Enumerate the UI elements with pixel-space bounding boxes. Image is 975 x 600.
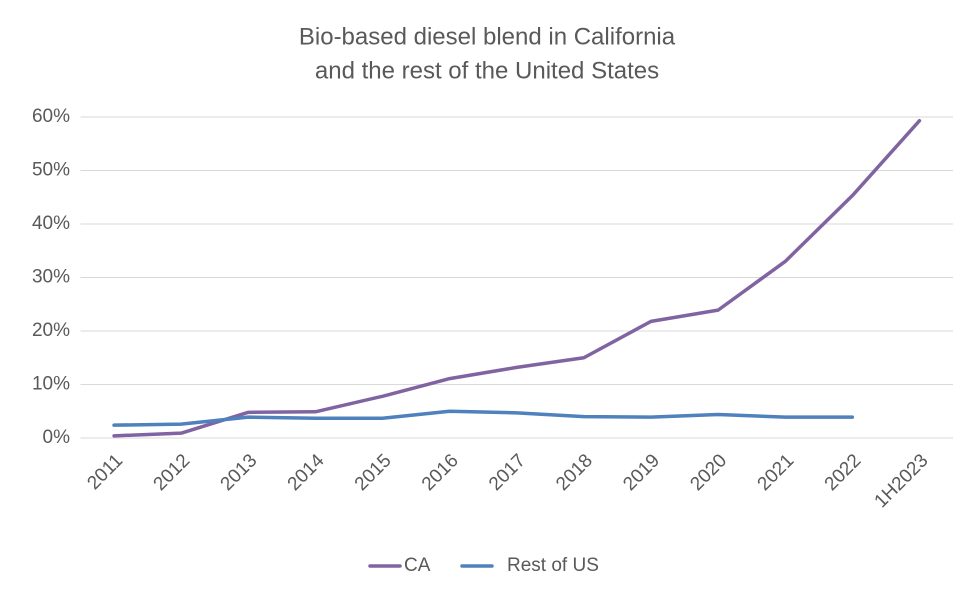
x-tick-label: 2016 — [418, 450, 463, 495]
y-tick-label: 60% — [32, 106, 70, 127]
line-series — [112, 118, 922, 438]
y-tick-label: 10% — [32, 374, 70, 395]
y-tick-label: 30% — [32, 267, 70, 288]
x-tick-label: 2013 — [217, 450, 262, 495]
x-tick-label: 2019 — [619, 450, 664, 495]
x-tick-label: 2011 — [83, 450, 127, 494]
chart-title: and the rest of the United States — [315, 57, 659, 84]
x-tick-label: 2012 — [150, 450, 195, 495]
x-tick-label: 2017 — [485, 450, 530, 495]
x-tick-label: 1H2023 — [871, 450, 933, 512]
x-tick-label: 2021 — [754, 450, 799, 495]
x-tick-label: 2020 — [686, 450, 731, 495]
y-tick-label: 20% — [32, 320, 70, 341]
line-series — [112, 409, 855, 427]
y-tick-label: 50% — [32, 160, 70, 181]
y-tick-label: 0% — [43, 427, 71, 448]
x-tick-label: 2015 — [351, 450, 396, 495]
x-tick-label: 2014 — [284, 450, 329, 495]
x-tick-label: 2018 — [552, 450, 597, 495]
chart-title: Bio-based diesel blend in California — [299, 23, 676, 50]
legend-label: CA — [404, 555, 431, 576]
legend-label: Rest of US — [507, 555, 599, 576]
y-tick-label: 40% — [32, 213, 70, 234]
x-tick-label: 2022 — [821, 450, 866, 495]
